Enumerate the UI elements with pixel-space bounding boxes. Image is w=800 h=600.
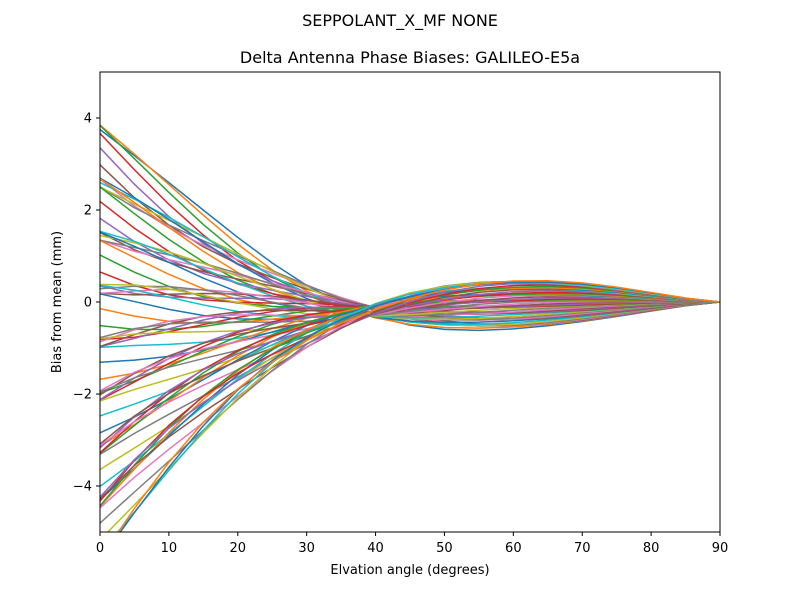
y-tick-label: −2 — [73, 388, 92, 403]
series-line — [117, 279, 720, 532]
y-tick-label: 2 — [84, 204, 92, 219]
x-tick-label: 80 — [643, 541, 660, 556]
x-tick-label: 40 — [367, 541, 384, 556]
x-axis-label: Elvation angle (degrees) — [330, 563, 489, 578]
y-tick-label: 0 — [84, 296, 92, 311]
x-axis-ticks: 0 10 20 30 40 50 60 70 80 90 — [96, 532, 728, 556]
x-tick-label: 30 — [298, 541, 315, 556]
x-tick-label: 60 — [505, 541, 522, 556]
x-tick-label: 10 — [161, 541, 178, 556]
plot-lines — [100, 124, 720, 532]
y-axis-label: Bias from mean (mm) — [50, 231, 65, 373]
chart-title: Delta Antenna Phase Biases: GALILEO-E5a — [240, 48, 580, 67]
y-axis-ticks: −4 −2 0 2 4 — [73, 112, 100, 495]
chart-suptitle: SEPPOLANT_X_MF NONE — [302, 11, 498, 31]
y-tick-label: −4 — [73, 480, 92, 495]
x-tick-label: 0 — [96, 541, 104, 556]
x-tick-label: 70 — [574, 541, 591, 556]
x-tick-label: 50 — [436, 541, 453, 556]
x-tick-label: 20 — [230, 541, 247, 556]
x-tick-label: 90 — [712, 541, 729, 556]
y-tick-label: 4 — [84, 112, 92, 127]
